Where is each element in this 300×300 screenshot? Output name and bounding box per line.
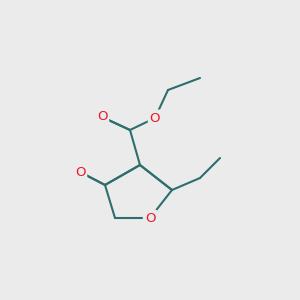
Text: O: O [75,166,85,178]
Text: O: O [150,112,160,124]
Text: O: O [145,212,155,224]
Text: O: O [97,110,107,124]
